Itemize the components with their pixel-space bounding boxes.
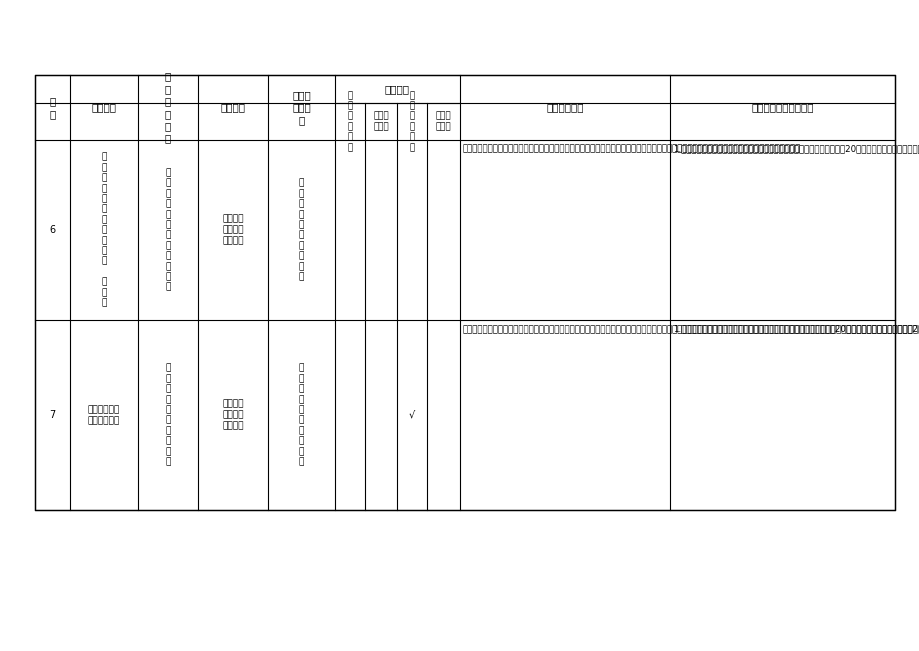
Text: 6: 6	[50, 225, 55, 235]
Text: 加强事中事后监管措施: 加强事中事后监管措施	[751, 102, 813, 113]
Text: 种畜禽生产经
营许可证核发: 种畜禽生产经 营许可证核发	[88, 405, 120, 425]
Text: √: √	[408, 410, 414, 420]
Text: 用
菌
生
经
许
证
食
菌
种
产
宫
可: 用 菌 生 经 许 证 食 菌 种 产 宫 可	[165, 169, 171, 292]
Text: 《中华人
民共和国
畜牧法》: 《中华人 民共和国 畜牧法》	[222, 400, 244, 430]
Text: 畜
生
经
许
证
种
畜
产
营
可: 畜 生 经 许 证 种 畜 产 营 可	[165, 364, 171, 466]
Text: 1.针对实行告知承诺程序核发的食用菌菌种生产经营许可证，承诺期限届满20个工作日内即开展现场检查。2.开展“双随机、一公开”监管，根据风险程度，合理确定抄查比例: 1.针对实行告知承诺程序核发的食用菌菌种生产经营许可证，承诺期限届满20个工作日…	[673, 144, 919, 153]
Text: 联
接
审
消
批
直: 联 接 审 消 批 直	[347, 91, 352, 152]
Text: 食
菌
经
证
菌
产
可
用
生
许
发
 
种
育
机: 食 菌 经 证 菌 产 可 用 生 许 发 种 育 机	[101, 153, 107, 307]
Text: 等
行
承
知
诺
实: 等 行 承 知 诺 实	[409, 91, 414, 152]
Text: 《中华人
民共和国
种子法》: 《中华人 民共和国 种子法》	[222, 214, 244, 245]
Text: 制订并公布告知承诺书格式文本，一次性告知申请人许可条件和所需材料，对监管，根据风险程度，合理确定抄查比例，对风险等申请人自愿承诺符合许可条件并按要求级高的领域、: 制订并公布告知承诺书格式文本，一次性告知申请人许可条件和所需材料，对监管，根据风…	[462, 324, 919, 333]
Text: 改革方式: 改革方式	[384, 84, 410, 94]
Text: 审批层
级和部
门: 审批层 级和部 门	[292, 90, 311, 125]
Text: 序
号: 序 号	[50, 96, 55, 118]
Text: 审批改
为备案: 审批改 为备案	[373, 112, 389, 132]
Text: 可
件
称
许
证
名: 可 件 称 许 证 名	[165, 72, 171, 143]
Text: 改革事项: 改革事项	[91, 102, 117, 113]
Text: 1.针对实行告知承诺程序核发的种畜禽生产经营许可证，承诺期限届满20个工作日内即开展现场检查，2.随机抄查，重点监管，开展“双随机、一公开”监管，对监管，根据风: 1.针对实行告知承诺程序核发的种畜禽生产经营许可证，承诺期限届满20个工作日内即…	[673, 324, 919, 333]
Text: 优化审
批服务: 优化审 批服务	[436, 112, 451, 132]
Text: 具体改革举措: 具体改革举措	[546, 102, 584, 113]
Text: 设定依据: 设定依据	[221, 102, 245, 113]
Bar	[35, 75, 894, 510]
Text: 7: 7	[50, 410, 55, 420]
Text: 级
上
业
村
门
县
以
农
农
部: 级 上 业 村 门 县 以 农 农 部	[299, 364, 304, 466]
Text: 级
上
业
村
门
县
以
农
农
部: 级 上 业 村 门 县 以 农 农 部	[299, 179, 304, 281]
Text: 制订并公布告知承诺书格式文本，一次性告知申请人许可条件和所需材料，对申请人自愿承诺符合许可条件并按要求提交材料的，当场作出许可决定。: 制订并公布告知承诺书格式文本，一次性告知申请人许可条件和所需材料，对申请人自愿承…	[462, 144, 800, 153]
